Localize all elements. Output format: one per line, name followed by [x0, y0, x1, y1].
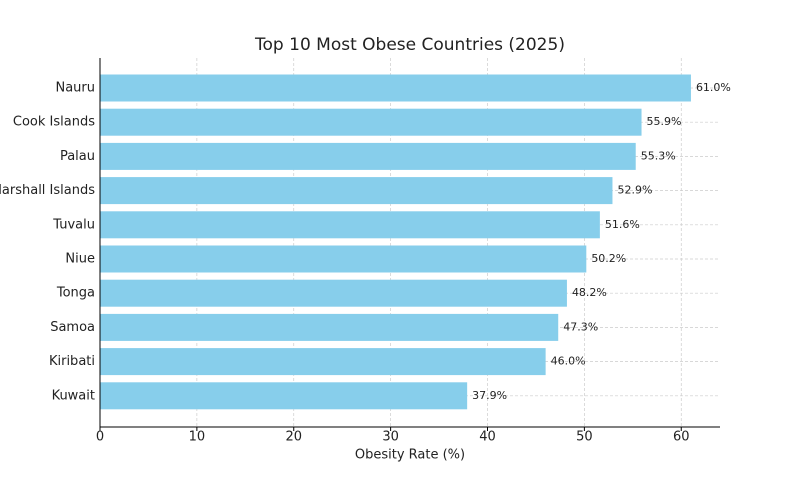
x-tick-label: 20	[285, 430, 302, 445]
x-tick-label: 50	[576, 430, 593, 445]
value-label: 37.9%	[472, 389, 507, 402]
y-tick-label: Tuvalu	[52, 217, 95, 232]
bar	[100, 313, 559, 341]
bar	[100, 279, 567, 307]
y-tick-label: Palau	[60, 149, 95, 164]
y-tick-label: Marshall Islands	[0, 183, 95, 198]
value-label: 52.9%	[617, 184, 652, 197]
value-label: 48.2%	[572, 286, 607, 299]
bar	[100, 245, 587, 273]
bar	[100, 211, 600, 239]
value-label: 55.3%	[641, 149, 676, 162]
y-tick-label: Samoa	[50, 320, 95, 335]
bar	[100, 382, 468, 410]
y-tick-label: Kiribati	[49, 354, 95, 369]
value-label: 47.3%	[563, 320, 598, 333]
value-label: 50.2%	[591, 252, 626, 265]
x-tick-label: 40	[479, 430, 496, 445]
x-tick-label: 10	[189, 430, 206, 445]
x-tick-label: 60	[673, 430, 690, 445]
value-label: 55.9%	[647, 115, 682, 128]
value-label: 51.6%	[605, 218, 640, 231]
x-tick-label: 30	[382, 430, 399, 445]
y-tick-label: Tonga	[56, 286, 95, 301]
bar	[100, 348, 546, 376]
chart-title: Top 10 Most Obese Countries (2025)	[254, 35, 565, 55]
value-label: 46.0%	[551, 355, 586, 368]
bar	[100, 142, 636, 170]
bar	[100, 177, 613, 205]
y-tick-label: Kuwait	[52, 388, 95, 403]
value-label: 61.0%	[696, 81, 731, 94]
y-tick-label: Cook Islands	[13, 115, 95, 130]
y-tick-label: Nauru	[55, 81, 95, 96]
x-tick-label: 0	[96, 430, 104, 445]
x-axis-label: Obesity Rate (%)	[355, 448, 465, 463]
bar	[100, 108, 642, 136]
bar	[100, 74, 691, 102]
y-tick-label: Niue	[65, 252, 95, 267]
